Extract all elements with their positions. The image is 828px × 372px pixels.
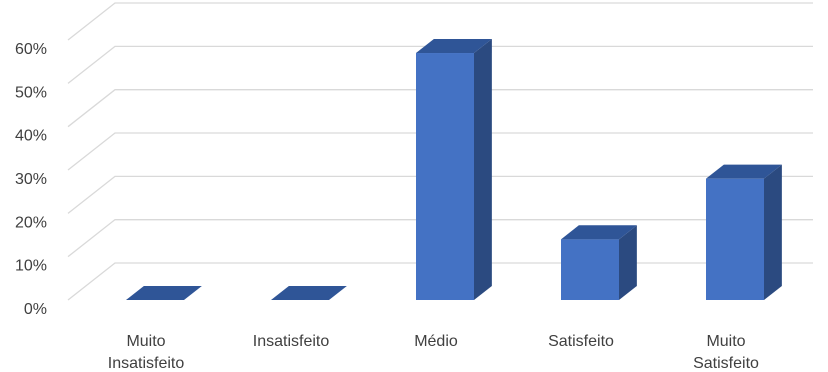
y-tick-label: 30%: [15, 171, 47, 188]
y-tick-label: 20%: [15, 214, 47, 231]
bar: [271, 285, 347, 300]
y-tick-label: 40%: [15, 128, 47, 145]
y-tick-label: 60%: [15, 41, 47, 58]
y-axis-tick-labels: 0% 10% 20% 30% 40% 50% 60%: [15, 41, 47, 318]
x-category-label: Satisfeito: [548, 333, 614, 350]
bar: [416, 38, 492, 301]
gridline: [67, 132, 813, 171]
gridline: [67, 89, 813, 128]
bar: [561, 225, 637, 300]
bars: [126, 38, 782, 301]
gridline: [67, 219, 813, 258]
y-tick-label: 50%: [15, 84, 47, 101]
x-category-label: Muito Satisfeito: [693, 333, 759, 372]
bar: [126, 285, 202, 300]
x-category-label: Muito Insatisfeito: [108, 333, 185, 372]
gridline: [67, 2, 813, 41]
gridline: [67, 175, 813, 214]
x-category-label: Insatisfeito: [253, 333, 330, 350]
gridline: [67, 45, 813, 84]
x-category-label: Médio: [414, 333, 458, 350]
x-axis-category-labels: Muito Insatisfeito Insatisfeito Médio Satisf…: [108, 333, 759, 372]
y-tick-label: 0%: [24, 301, 47, 318]
gridlines: [67, 2, 813, 301]
bar: [706, 164, 782, 300]
y-tick-label: 10%: [15, 258, 47, 275]
